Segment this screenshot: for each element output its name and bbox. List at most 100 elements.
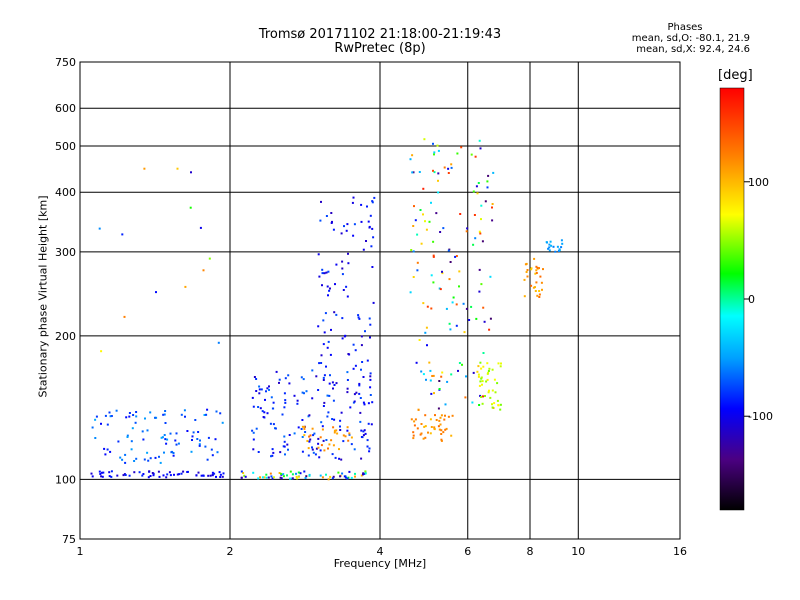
scatter-point (336, 432, 339, 435)
scatter-point (419, 433, 422, 436)
scatter-point (302, 378, 305, 381)
scatter-point (200, 474, 203, 477)
phase-stats-heading: Phases (667, 22, 703, 33)
scatter-point (272, 423, 275, 426)
scatter-point (94, 418, 97, 421)
scatter-point (360, 436, 363, 438)
scatter-point (432, 254, 435, 257)
scatter-point (333, 431, 336, 434)
scatter-point (319, 436, 322, 439)
scatter-point (548, 246, 551, 249)
scatter-point (439, 423, 442, 426)
scatter-point (368, 447, 371, 450)
scatter-point (353, 400, 356, 403)
scatter-point (330, 212, 333, 214)
scatter-point (299, 472, 302, 475)
scatter-point (279, 476, 282, 479)
scatter-point (162, 474, 165, 477)
scatter-point (125, 416, 128, 419)
scatter-point (335, 263, 338, 266)
scatter-point (340, 458, 343, 461)
scatter-point (317, 325, 320, 328)
scatter-point (425, 378, 427, 381)
scatter-point (301, 391, 304, 394)
scatter-point (321, 425, 324, 428)
scatter-point (347, 439, 350, 442)
scatter-point (219, 476, 222, 478)
scatter-point (464, 396, 467, 399)
scatter-point (438, 388, 441, 390)
scatter-point (369, 378, 372, 381)
x-tick-label: 8 (527, 545, 534, 558)
scatter-point (135, 457, 138, 460)
scatter-point (362, 401, 365, 404)
scatter-point (365, 240, 367, 242)
scatter-point (180, 413, 183, 416)
scatter-point (488, 367, 491, 370)
scatter-point (198, 443, 201, 446)
scatter-point (474, 237, 477, 240)
scatter-point (138, 471, 141, 474)
scatter-point (371, 200, 374, 203)
scatter-point (337, 471, 340, 474)
scatter-point (280, 477, 283, 480)
scatter-point (267, 476, 270, 479)
scatter-point (427, 431, 429, 434)
scatter-point (412, 250, 415, 253)
scatter-point (338, 448, 340, 451)
scatter-point (474, 155, 477, 158)
scatter-point (433, 171, 436, 174)
scatter-point (318, 275, 321, 278)
scatter-point (135, 415, 138, 418)
scatter-point (274, 427, 277, 430)
scatter-point (146, 451, 149, 454)
scatter-point (321, 284, 323, 287)
scatter-point (360, 335, 363, 338)
scatter-point (328, 394, 331, 397)
scatter-point (444, 403, 447, 406)
scatter-point (499, 408, 502, 411)
scatter-point (189, 206, 192, 209)
scatter-point (411, 171, 414, 174)
scatter-point (488, 328, 491, 331)
scatter-point (353, 223, 356, 226)
scatter-point (371, 266, 374, 268)
scatter-point (354, 364, 357, 367)
scatter-point (303, 425, 306, 428)
scatter-point (437, 149, 440, 152)
scatter-point (369, 386, 372, 389)
scatter-point (183, 409, 186, 412)
scatter-point (412, 434, 415, 437)
scatter-point (486, 180, 489, 183)
scatter-point (281, 413, 284, 416)
scatter-point (481, 380, 484, 383)
scatter-point (364, 472, 367, 475)
scatter-point (176, 473, 179, 476)
scatter-point (135, 411, 138, 413)
y-tick-label: 750 (55, 56, 76, 69)
scatter-point (483, 320, 486, 323)
scatter-point (322, 439, 325, 442)
scatter-point (149, 475, 152, 477)
scatter-point (163, 434, 166, 436)
scatter-point (320, 354, 323, 357)
scatter-point (468, 319, 471, 321)
scatter-point (485, 380, 488, 383)
scatter-point (286, 443, 289, 446)
colorbar (719, 87, 745, 511)
scatter-point (341, 260, 344, 263)
scatter-point (178, 473, 181, 476)
scatter-point (202, 269, 205, 272)
scatter-point (348, 433, 351, 436)
scatter-point (364, 432, 367, 435)
colorbar-tick-label: 100 (748, 176, 769, 189)
scatter-point (320, 444, 323, 447)
scatter-point (322, 319, 325, 322)
scatter-point (416, 269, 419, 272)
scatter-point (253, 376, 256, 378)
scatter-point (100, 471, 103, 474)
scatter-point (110, 415, 113, 417)
scatter-point (109, 415, 112, 418)
scatter-point (523, 295, 526, 298)
scatter-point (429, 418, 432, 421)
